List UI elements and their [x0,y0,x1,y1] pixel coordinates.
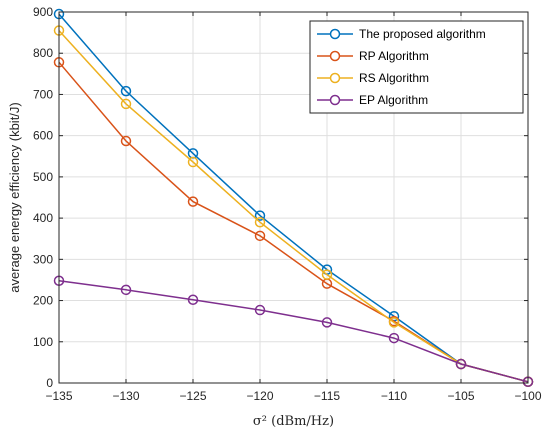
x-tick-label: −105 [447,389,474,403]
x-tick-label: −100 [514,389,541,403]
y-axis-label: average energy efficiency (kbit/J) [7,102,22,293]
data-point [120,98,132,110]
data-point [455,358,467,370]
y-tick-label: 900 [33,5,53,19]
legend-marker [329,94,341,106]
data-point [187,156,199,168]
x-tick-label: −115 [314,389,340,403]
series-layer [53,8,534,388]
x-tick-label: −110 [381,389,407,403]
data-point [120,85,132,97]
data-point [187,196,199,207]
ticks [58,11,529,384]
legend-item: RP Algorithm [317,49,429,63]
y-tick-label: 500 [33,170,53,184]
data-point [254,210,266,221]
y-tick-label: 0 [46,376,53,390]
data-point [321,317,333,328]
legend-item: RS Algorithm [317,71,429,85]
data-point [321,269,333,280]
y-tick-label: 300 [33,252,53,266]
x-tick-label: −125 [179,389,206,403]
data-point [254,216,266,228]
legend: The proposed algorithm RP Algorithm RS Alg… [309,20,524,114]
y-tick-label: 600 [33,129,53,143]
series-line [58,280,529,383]
data-point [388,317,400,328]
legend-marker [329,28,341,40]
legend-item: The proposed algorithm [317,27,486,41]
legend-label: RP Algorithm [359,49,429,63]
x-tick-label: −135 [45,389,72,403]
x-tick-label: −130 [112,389,139,403]
legend-item: EP Algorithm [317,93,428,107]
legend-marker [329,72,341,84]
x-tick-label: −120 [246,389,273,403]
data-point [120,135,132,147]
data-point [254,304,266,316]
legend-box [309,20,524,114]
data-point [187,294,199,305]
tick-labels: −135 −130 −125 −120 −115 −110 −105 −100 0 100 200 3… [33,5,542,403]
legend-label: EP Algorithm [359,93,428,107]
y-tick-label: 100 [33,335,53,349]
plot-frame [58,11,529,384]
y-tick-label: 400 [33,211,53,225]
y-tick-label: 800 [33,46,53,60]
legend-label: RS Algorithm [359,71,429,85]
series-line [58,30,529,383]
legend-marker [329,50,341,62]
x-axis-label: σ² (dBm/Hz) [253,414,334,429]
y-tick-label: 700 [33,87,53,101]
data-point [120,284,132,296]
data-point [388,332,400,344]
data-point [254,230,266,242]
y-tick-label: 200 [33,294,53,308]
legend-label: The proposed algorithm [359,27,486,41]
